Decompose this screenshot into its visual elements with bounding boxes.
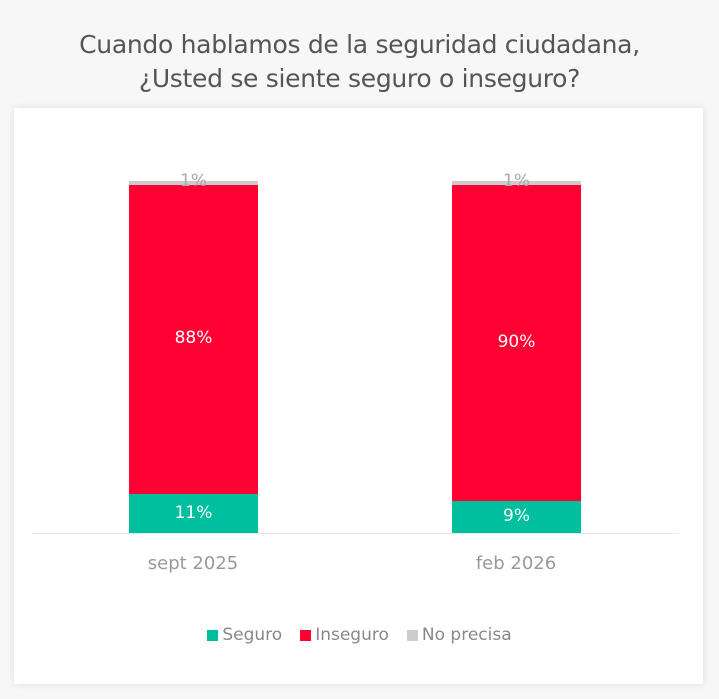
legend-label: Seguro: [222, 625, 283, 645]
segment-seguro: [452, 501, 581, 533]
category-label-feb-2026: feb 2026: [475, 553, 557, 574]
bar-sept-2025: 11% 88% 1%: [129, 171, 258, 533]
legend-item-no-precisa: No precisa: [406, 625, 512, 645]
data-label-no-precisa: 1%: [503, 171, 530, 191]
legend-label: Inseguro: [315, 625, 389, 645]
legend-swatch-no-precisa: [406, 629, 418, 641]
legend-swatch-inseguro: [300, 629, 312, 641]
chart-title: Cuando hablamos de la seguridad ciudadan…: [0, 28, 719, 96]
title-line-1: Cuando hablamos de la seguridad ciudadan…: [79, 30, 640, 59]
legend-swatch-seguro: [207, 629, 219, 641]
category-label-sept-2025: sept 2025: [147, 553, 239, 574]
segment-no-precisa: [129, 181, 258, 185]
segment-inseguro: [129, 184, 258, 495]
x-axis-line: [32, 533, 678, 534]
legend-label: No precisa: [421, 625, 512, 645]
data-label-inseguro: 88%: [174, 328, 213, 349]
title-line-2: ¿Usted se siente seguro o inseguro?: [138, 64, 581, 93]
data-label-seguro: 9%: [503, 506, 530, 527]
legend-item-inseguro: Inseguro: [300, 625, 389, 645]
segment-no-precisa: [452, 181, 581, 185]
data-label-seguro: 11%: [174, 502, 213, 523]
legend-item-seguro: Seguro: [207, 625, 282, 645]
segment-seguro: [129, 494, 258, 533]
data-label-no-precisa: 1%: [180, 171, 207, 191]
segment-inseguro: [452, 184, 581, 502]
chart-card: [14, 108, 703, 684]
legend: Seguro Inseguro No precisa: [0, 625, 719, 645]
bar-feb-2026: 9% 90% 1%: [452, 171, 581, 533]
data-label-inseguro: 90%: [497, 331, 536, 352]
